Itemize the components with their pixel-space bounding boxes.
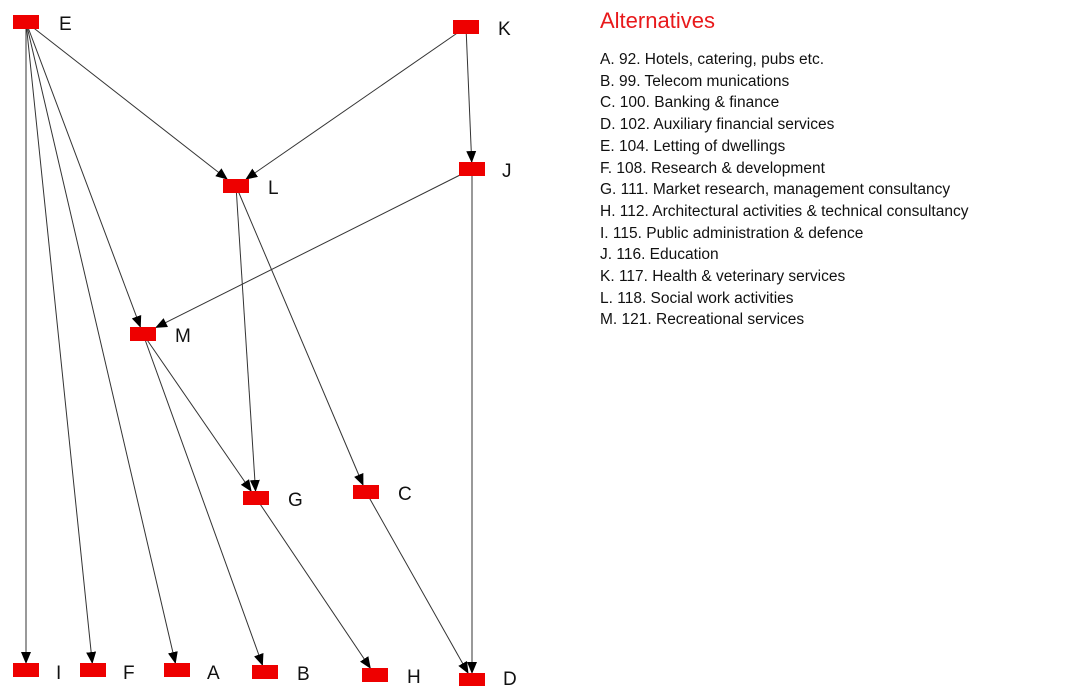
- legend-item-j: J. 116. Education: [600, 246, 719, 264]
- node-e: E: [13, 14, 72, 35]
- legend-item-l: L. 118. Social work activities: [600, 289, 794, 307]
- edge-l-g: [235, 185, 260, 492]
- node-label-h: H: [407, 667, 421, 686]
- legend-item-i: I. 115. Public administration & defence: [600, 224, 864, 242]
- legend-item-e: E. 104. Letting of dwellings: [600, 137, 786, 155]
- node-label-e: E: [59, 14, 72, 35]
- node-label-k: K: [498, 19, 511, 40]
- edge-e-a: [25, 21, 178, 664]
- node-f: F: [80, 663, 135, 684]
- node-h: H: [362, 667, 421, 686]
- edge-k-l: [245, 26, 467, 180]
- legend-item-d: D. 102. Auxiliary financial services: [600, 116, 835, 134]
- edge-c-d: [365, 491, 469, 674]
- node-box-d: [459, 673, 485, 686]
- node-i: I: [13, 663, 61, 684]
- node-box-l: [223, 179, 249, 193]
- node-box-b: [252, 665, 278, 679]
- node-label-g: G: [288, 490, 303, 511]
- node-box-f: [80, 663, 106, 677]
- legend-item-b: B. 99. Telecom munications: [600, 72, 790, 90]
- node-l: L: [223, 178, 279, 199]
- node-label-b: B: [297, 664, 310, 685]
- node-box-i: [13, 663, 39, 677]
- edge-m-b: [142, 333, 264, 666]
- edge-e-f: [25, 21, 97, 664]
- edge-e-m: [25, 21, 142, 328]
- edge-k-j: [465, 26, 477, 163]
- node-box-k: [453, 20, 479, 34]
- node-box-a: [164, 663, 190, 677]
- node-box-h: [362, 668, 388, 682]
- legend-item-g: G. 111. Market research, management cons…: [600, 181, 951, 199]
- node-box-j: [459, 162, 485, 176]
- legend-panel: Alternatives A. 92. Hotels, catering, pu…: [600, 6, 1070, 331]
- node-b: B: [252, 664, 310, 685]
- node-box-e: [13, 15, 39, 29]
- legend-list: A. 92. Hotels, catering, pubs etc. B. 99…: [600, 49, 1070, 331]
- nodes: E K L J M G C I F A B H D: [13, 14, 517, 686]
- node-label-l: L: [268, 178, 279, 199]
- node-d: D: [459, 669, 517, 686]
- edges: [21, 21, 477, 674]
- node-label-c: C: [398, 484, 412, 505]
- node-g: G: [243, 490, 303, 511]
- node-label-m: M: [175, 326, 191, 347]
- node-box-g: [243, 491, 269, 505]
- legend-item-k: K. 117. Health & veterinary services: [600, 268, 846, 286]
- edge-j-m: [155, 168, 473, 328]
- edge-m-g: [142, 333, 252, 492]
- node-label-a: A: [207, 663, 220, 684]
- edge-l-c: [235, 185, 364, 486]
- node-box-c: [353, 485, 379, 499]
- legend-title: Alternatives: [600, 8, 715, 33]
- node-c: C: [353, 484, 412, 505]
- legend-item-h: H. 112. Architectural activities & techn…: [600, 202, 969, 220]
- node-k: K: [453, 19, 511, 40]
- edge-e-l: [25, 21, 228, 180]
- node-m: M: [130, 326, 191, 347]
- edge-g-h: [255, 497, 371, 669]
- node-box-m: [130, 327, 156, 341]
- legend-item-f: F. 108. Research & development: [600, 159, 825, 177]
- node-label-j: J: [502, 161, 512, 182]
- node-j: J: [459, 161, 512, 182]
- node-label-f: F: [123, 663, 135, 684]
- node-label-i: I: [56, 663, 61, 684]
- node-label-d: D: [503, 669, 517, 686]
- legend-item-m: M. 121. Recreational services: [600, 311, 805, 329]
- node-a: A: [164, 663, 220, 684]
- legend-item-c: C. 100. Banking & finance: [600, 94, 780, 112]
- legend-item-a: A. 92. Hotels, catering, pubs etc.: [600, 51, 825, 68]
